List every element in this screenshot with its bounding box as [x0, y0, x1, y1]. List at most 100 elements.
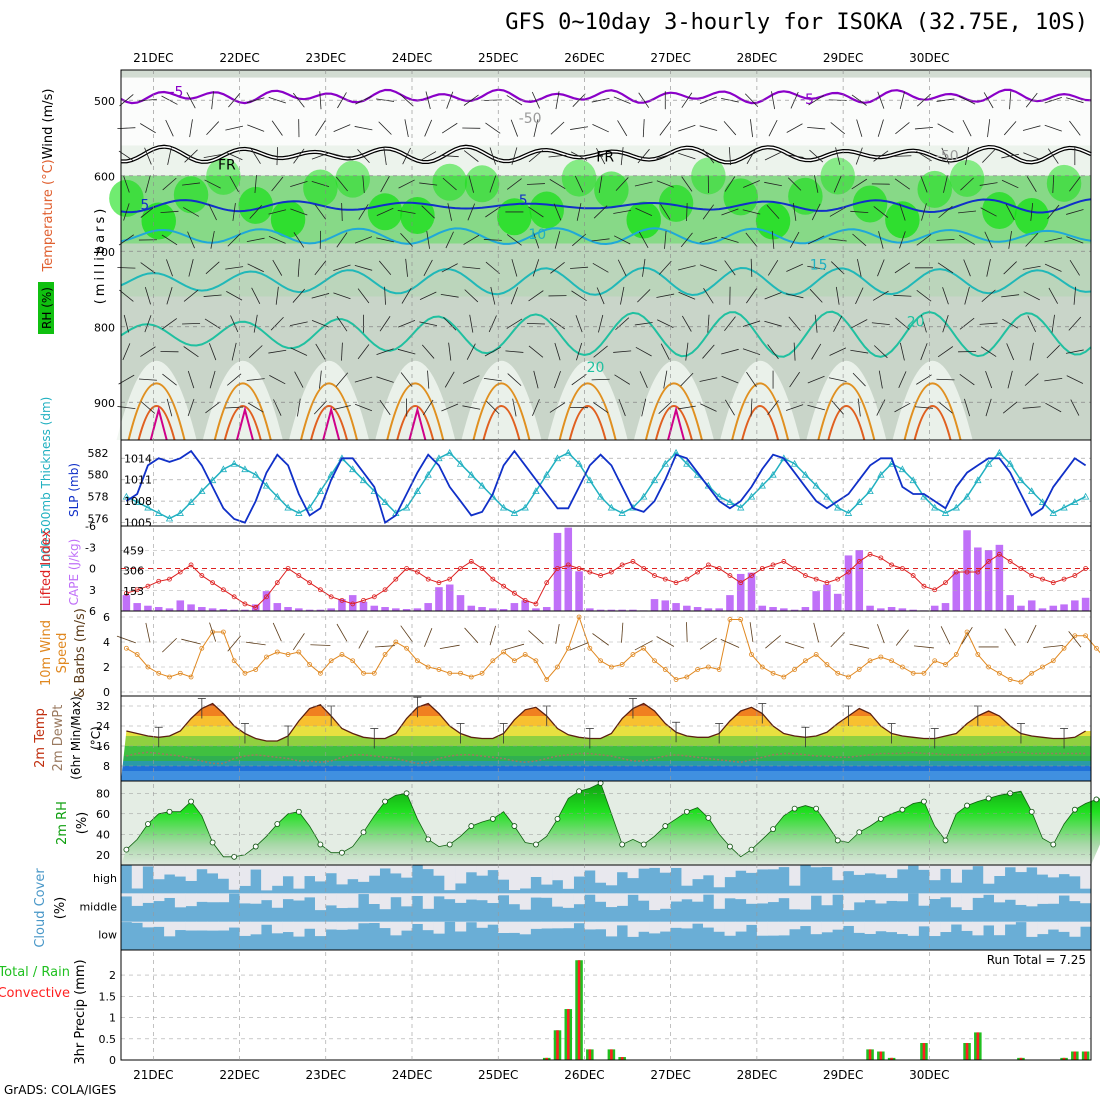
- surface-wind-barb: [181, 638, 201, 645]
- lifted-index-point: [393, 576, 399, 582]
- wind-barb: [959, 317, 975, 330]
- surface-wind-barb: [116, 635, 136, 644]
- wind-barb: [510, 119, 518, 137]
- wind-speed-point: [824, 662, 830, 667]
- cloud-clear-cell: [983, 893, 995, 895]
- temp-band: [121, 766, 1091, 771]
- cape-bar: [650, 599, 659, 611]
- cloud-clear-cell: [433, 893, 445, 897]
- lifted-index-point: [932, 587, 938, 593]
- wind-barb: [188, 259, 194, 277]
- wind-barb: [916, 150, 932, 162]
- wind-barb: [419, 182, 438, 186]
- date-label-bottom: 29DEC: [823, 1068, 863, 1082]
- cloud-clear-cell: [250, 893, 262, 904]
- lifted-index-point: [1050, 580, 1056, 586]
- wind-barb: [641, 398, 647, 417]
- wind-speed-line: [126, 615, 1100, 683]
- cloud-clear-cell: [584, 865, 596, 871]
- wind-barb: [162, 177, 177, 191]
- wind-barb: [506, 178, 522, 190]
- wind-barb: [877, 119, 884, 137]
- rh-point: [554, 816, 561, 822]
- wind-barb: [1045, 402, 1062, 413]
- rh-moist-blob: [432, 163, 467, 201]
- wind-speed-point: [576, 614, 582, 620]
- date-label-bottom: 30DEC: [909, 1068, 949, 1082]
- cloud-clear-cell: [444, 893, 456, 900]
- cloud-clear-cell: [638, 865, 650, 869]
- precip-tick: 0.5: [99, 1033, 117, 1046]
- wind-barb: [1044, 237, 1063, 243]
- rh-tick: 80: [96, 787, 110, 800]
- wind-barb: [807, 126, 826, 130]
- cloud-clear-cell: [476, 921, 488, 928]
- surface-wind-barb: [961, 626, 973, 645]
- lifted-index-point: [899, 566, 905, 571]
- wind-barb: [808, 95, 825, 106]
- wind-barb: [485, 206, 501, 218]
- cloud-clear-cell: [972, 865, 984, 867]
- lifted-index-point: [813, 576, 819, 582]
- cloud-clear-cell: [519, 893, 531, 910]
- rh-point: [446, 841, 453, 848]
- wind-barb: [663, 370, 668, 389]
- rh-moist-blob: [820, 157, 855, 195]
- cape-bar: [758, 605, 767, 611]
- temp-contour-30: [137, 405, 176, 441]
- wind-barb: [205, 261, 220, 275]
- wind-barb: [489, 147, 496, 165]
- lifted-index-point: [587, 569, 593, 575]
- lifted-index-point: [490, 576, 496, 582]
- wind-barb: [119, 289, 134, 302]
- wind-barb: [140, 401, 155, 414]
- wind-barb: [167, 147, 172, 165]
- cape-bar: [607, 609, 616, 611]
- wind-barb: [490, 286, 496, 305]
- wind-barb: [161, 318, 178, 330]
- wind-barb: [979, 322, 998, 325]
- cloud-clear-cell: [810, 921, 822, 935]
- wind-barb: [681, 92, 693, 108]
- wind-barb: [271, 120, 283, 136]
- dry-plume: [202, 360, 283, 440]
- wind-barb: [723, 121, 737, 136]
- wind-barb: [247, 124, 265, 132]
- wind-barb: [811, 203, 821, 221]
- cloud-clear-cell: [422, 865, 434, 870]
- temp-contour-30: [310, 405, 348, 441]
- lifted-index-point: [1018, 566, 1024, 571]
- cloud-clear-cell: [1037, 893, 1049, 904]
- wind-barb: [144, 147, 152, 165]
- cloud-clear-cell: [455, 893, 467, 903]
- wind-barb: [592, 262, 609, 273]
- wind-barb: [828, 238, 847, 242]
- cloud-clear-cell: [886, 921, 898, 933]
- wind-barb: [528, 345, 544, 358]
- thickness-point: [219, 465, 228, 473]
- wind-barb: [448, 342, 452, 361]
- wind-barb: [184, 149, 198, 163]
- cloud-clear-cell: [627, 921, 639, 937]
- wind-barb: [764, 181, 782, 187]
- wind-barb: [639, 231, 649, 248]
- wind-barb: [982, 149, 996, 163]
- cloud-clear-cell: [153, 921, 165, 927]
- temp-contour-25: [558, 382, 617, 441]
- wind-barb: [505, 350, 524, 353]
- wind-barb: [920, 175, 928, 193]
- cape-tick: 459: [123, 544, 144, 557]
- cloud-clear-cell: [983, 865, 995, 884]
- rh-point: [640, 841, 647, 848]
- wind-barb: [634, 181, 653, 187]
- cape-bar: [542, 607, 551, 611]
- wind-barb: [548, 154, 567, 158]
- wind-barb: [964, 286, 970, 305]
- cloud-clear-cell: [681, 921, 693, 929]
- contour-label: -50: [936, 149, 959, 165]
- contour-label: -5: [170, 84, 184, 100]
- wind-barb: [613, 210, 632, 214]
- wind-barb: [591, 238, 610, 242]
- pressure-tick: 900: [94, 397, 115, 410]
- wind-barb: [1023, 291, 1040, 301]
